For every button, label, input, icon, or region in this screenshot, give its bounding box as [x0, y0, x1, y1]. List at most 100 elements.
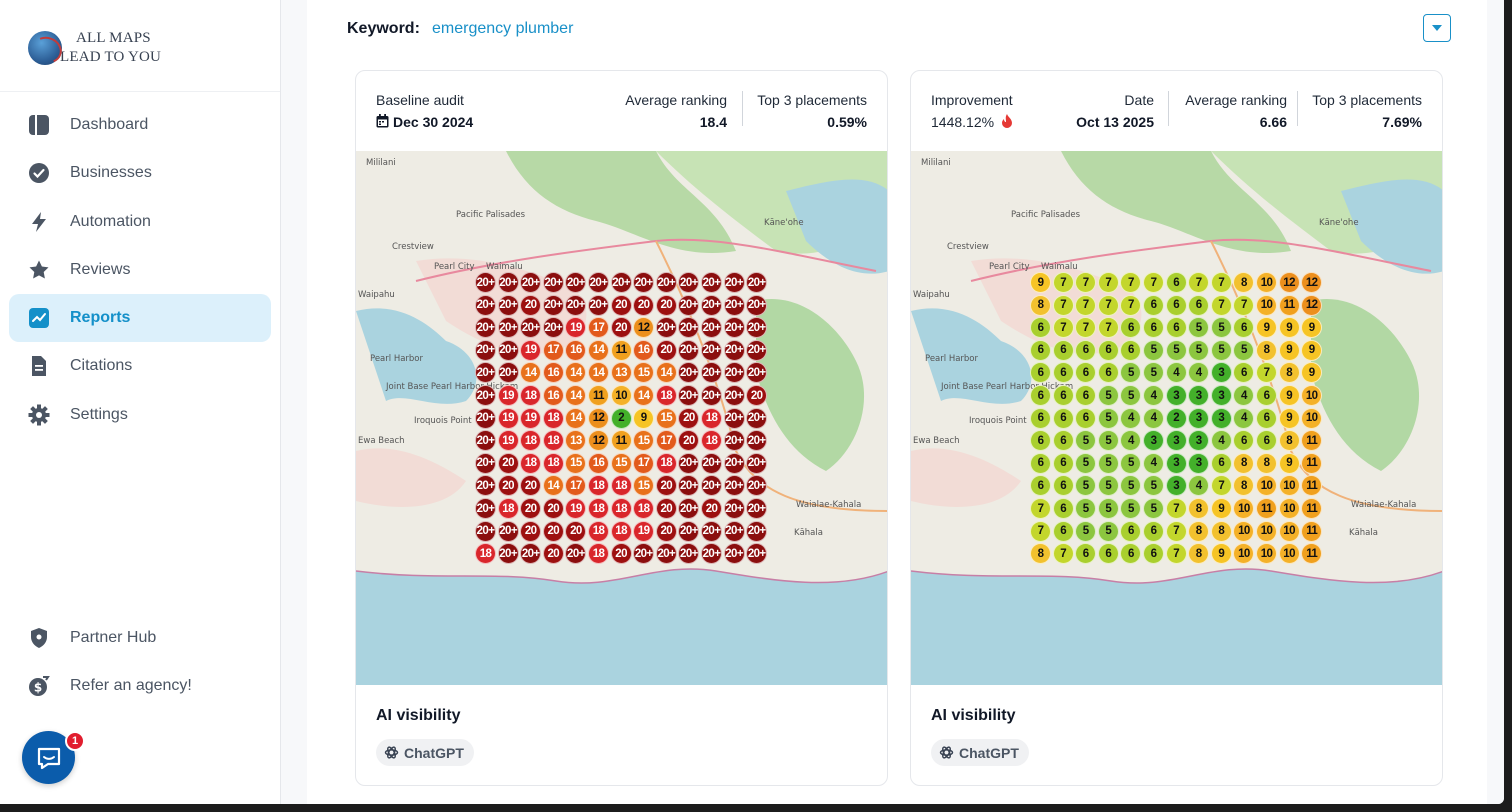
rank-pin[interactable]: 7 — [1165, 520, 1187, 542]
rank-pin[interactable]: 3 — [1188, 430, 1210, 452]
rank-pin[interactable]: 10 — [1233, 543, 1255, 565]
rank-pin[interactable]: 20+ — [746, 272, 768, 293]
rank-pin[interactable]: 20+ — [588, 294, 609, 316]
rank-pin[interactable]: 6 — [1030, 475, 1051, 497]
rank-pin[interactable]: 5 — [1097, 520, 1119, 542]
rank-pin[interactable]: 20+ — [701, 385, 722, 406]
rank-pin[interactable]: 11 — [610, 339, 632, 361]
rank-pin[interactable]: 15 — [565, 452, 587, 474]
rank-pin[interactable]: 20+ — [701, 543, 722, 565]
rank-pin[interactable]: 8 — [1030, 543, 1051, 565]
rank-pin[interactable]: 18 — [655, 385, 677, 406]
sidebar-item-partner-hub[interactable]: Partner Hub — [9, 614, 271, 662]
rank-pin[interactable]: 6 — [1052, 475, 1074, 497]
rank-pin[interactable]: 18 — [520, 430, 542, 452]
rank-pin[interactable]: 5 — [1143, 498, 1164, 519]
rank-pin[interactable]: 12 — [588, 407, 609, 429]
rank-pin[interactable]: 8 — [1030, 294, 1051, 316]
rank-pin[interactable]: 10 — [610, 385, 632, 406]
rank-pin[interactable]: 20+ — [678, 339, 700, 361]
rank-pin[interactable]: 6 — [1030, 362, 1051, 384]
rank-pin[interactable]: 5 — [1120, 475, 1142, 497]
rank-pin[interactable]: 6 — [1030, 407, 1051, 429]
rank-pin[interactable]: 9 — [1301, 317, 1323, 339]
rank-pin[interactable]: 20+ — [678, 272, 700, 293]
rank-pin[interactable]: 14 — [588, 339, 609, 361]
rank-pin[interactable]: 17 — [633, 452, 655, 474]
rank-pin[interactable]: 6 — [1120, 543, 1142, 565]
rank-pin[interactable]: 9 — [1278, 452, 1300, 474]
rank-pin[interactable]: 6 — [1075, 385, 1097, 406]
rank-pin[interactable]: 3 — [1210, 407, 1232, 429]
rank-pin[interactable]: 20+ — [701, 294, 722, 316]
rank-pin[interactable]: 5 — [1188, 317, 1210, 339]
rank-pin[interactable]: 10 — [1256, 294, 1277, 316]
rank-pin[interactable]: 18 — [610, 520, 632, 542]
rank-pin[interactable]: 5 — [1210, 339, 1232, 361]
rank-pin[interactable]: 5 — [1143, 475, 1164, 497]
rank-pin[interactable]: 20+ — [633, 272, 655, 293]
rank-pin[interactable]: 15 — [633, 475, 655, 497]
rank-pin[interactable]: 20+ — [746, 452, 768, 474]
rank-pin[interactable]: 11 — [1301, 520, 1323, 542]
rank-pin[interactable]: 7 — [1052, 294, 1074, 316]
rank-pin[interactable]: 15 — [610, 452, 632, 474]
rank-pin[interactable]: 7 — [1097, 272, 1119, 293]
rank-pin[interactable]: 6 — [1188, 294, 1210, 316]
rank-pin[interactable]: 5 — [1188, 339, 1210, 361]
rank-pin[interactable]: 20+ — [542, 317, 564, 339]
rank-pin[interactable]: 3 — [1188, 385, 1210, 406]
rank-pin[interactable]: 7 — [1030, 498, 1051, 519]
rank-pin[interactable]: 6 — [1143, 294, 1164, 316]
rank-pin[interactable]: 4 — [1233, 407, 1255, 429]
rank-pin[interactable]: 20 — [678, 407, 700, 429]
rank-pin[interactable]: 20+ — [678, 362, 700, 384]
rank-pin[interactable]: 16 — [633, 339, 655, 361]
rank-pin[interactable]: 4 — [1188, 475, 1210, 497]
rank-pin[interactable]: 7 — [1165, 543, 1187, 565]
rank-pin[interactable]: 5 — [1165, 339, 1187, 361]
rank-pin[interactable]: 3 — [1165, 385, 1187, 406]
rank-pin[interactable]: 20+ — [475, 520, 496, 542]
rank-pin[interactable]: 8 — [1233, 475, 1255, 497]
rank-pin[interactable]: 20+ — [746, 430, 768, 452]
rank-pin[interactable]: 15 — [633, 362, 655, 384]
rank-pin[interactable]: 20+ — [678, 543, 700, 565]
sidebar-item-settings[interactable]: Settings — [9, 391, 271, 439]
rank-pin[interactable]: 20+ — [655, 317, 677, 339]
rank-pin[interactable]: 5 — [1143, 339, 1164, 361]
rank-pin[interactable]: 20 — [542, 543, 564, 565]
rank-pin[interactable]: 9 — [1278, 339, 1300, 361]
rank-pin[interactable]: 20+ — [520, 272, 542, 293]
rank-pin[interactable]: 4 — [1143, 407, 1164, 429]
rank-pin[interactable]: 9 — [1210, 543, 1232, 565]
rank-pin[interactable]: 18 — [588, 543, 609, 565]
rank-pin[interactable]: 20+ — [542, 294, 564, 316]
rank-pin[interactable]: 6 — [1165, 294, 1187, 316]
rank-pin[interactable]: 20+ — [723, 475, 745, 497]
rank-pin[interactable]: 20+ — [475, 475, 496, 497]
rank-pin[interactable]: 9 — [1278, 317, 1300, 339]
rank-pin[interactable]: 20+ — [520, 543, 542, 565]
rank-pin[interactable]: 11 — [1301, 475, 1323, 497]
rank-pin[interactable]: 8 — [1188, 520, 1210, 542]
rank-pin[interactable]: 20 — [565, 520, 587, 542]
rank-pin[interactable]: 20+ — [701, 272, 722, 293]
rank-pin[interactable]: 20+ — [746, 362, 768, 384]
rank-pin[interactable]: 20+ — [497, 317, 519, 339]
rank-pin[interactable]: 6 — [1030, 385, 1051, 406]
rank-pin[interactable]: 20+ — [746, 407, 768, 429]
rank-pin[interactable]: 6 — [1097, 543, 1119, 565]
rank-pin[interactable]: 6 — [1165, 272, 1187, 293]
rank-pin[interactable]: 5 — [1120, 385, 1142, 406]
rank-pin[interactable]: 20+ — [475, 407, 496, 429]
rank-pin[interactable]: 9 — [1301, 362, 1323, 384]
rank-pin[interactable]: 20+ — [723, 452, 745, 474]
rank-pin[interactable]: 6 — [1075, 362, 1097, 384]
rank-pin[interactable]: 5 — [1075, 498, 1097, 519]
rank-pin[interactable]: 6 — [1075, 407, 1097, 429]
rank-pin[interactable]: 4 — [1210, 430, 1232, 452]
rank-pin[interactable]: 7 — [1075, 272, 1097, 293]
rank-pin[interactable]: 5 — [1097, 385, 1119, 406]
rank-pin[interactable]: 20+ — [565, 294, 587, 316]
